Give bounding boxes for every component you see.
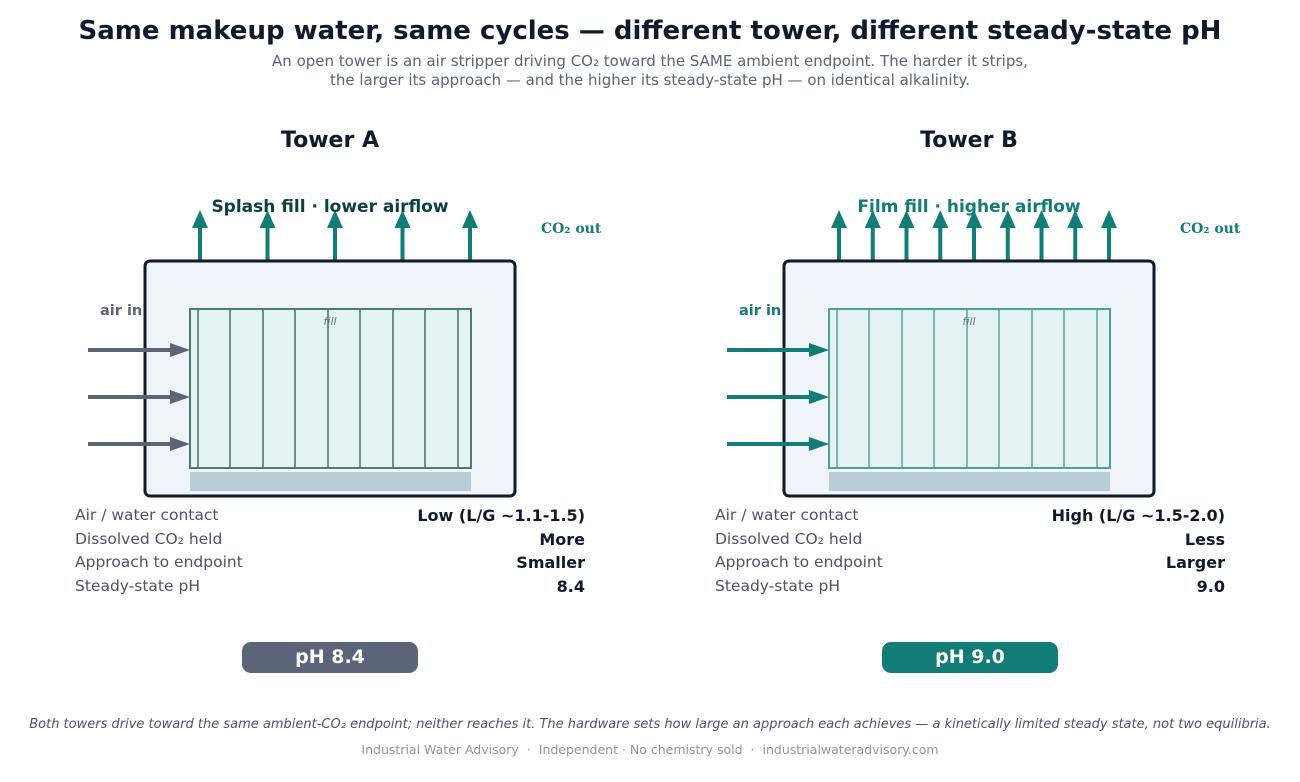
footer-site[interactable]: industrialwateradvisory.com xyxy=(762,742,939,757)
page-title: Same makeup water, same cycles — differe… xyxy=(78,16,1222,46)
stat-value: Smaller xyxy=(516,553,585,572)
stat-value: Larger xyxy=(1165,553,1225,572)
air-in-label: air in xyxy=(739,303,781,319)
stat-label: Dissolved CO₂ held xyxy=(75,529,223,548)
stat-row: Dissolved CO₂ held More xyxy=(75,530,585,554)
co2-out-arrow-head xyxy=(1067,210,1084,228)
co2-out-arrow-head xyxy=(259,210,276,228)
stat-row: Air / water contact High (L/G ~1.5-2.0) xyxy=(715,506,1225,530)
air-in-arrows xyxy=(727,343,829,451)
footer-org: Industrial Water Advisory xyxy=(361,742,519,757)
co2-out-arrow-head xyxy=(462,210,478,228)
tower-b-ph-badge: pH 9.0 xyxy=(882,642,1058,673)
tower-a-ph-badge: pH 8.4 xyxy=(242,642,418,673)
co2-out-arrows xyxy=(192,210,478,260)
co2-out-arrow-head xyxy=(394,210,411,228)
stat-row: Dissolved CO₂ held Less xyxy=(715,530,1225,554)
stat-value: High (L/G ~1.5-2.0) xyxy=(1051,506,1225,525)
tower-b-diagram: Film fill · higher airflow CO₂ out fill … xyxy=(727,197,1241,498)
stat-label: Air / water contact xyxy=(715,506,859,524)
air-in-arrows xyxy=(88,343,190,451)
stat-label: Approach to endpoint xyxy=(75,553,243,571)
stat-value: Low (L/G ~1.1-1.5) xyxy=(417,506,585,525)
co2-out-arrow-head xyxy=(966,210,982,228)
co2-out-arrow-head xyxy=(192,210,208,228)
stat-row: Air / water contact Low (L/G ~1.1-1.5) xyxy=(75,506,585,530)
stat-value: 9.0 xyxy=(1196,576,1225,596)
cold-water-basin xyxy=(190,472,471,491)
stat-row: Steady-state pH 9.0 xyxy=(715,577,1225,601)
tower-a-heading: Tower A xyxy=(281,128,379,153)
co2-out-arrow-head xyxy=(1033,210,1050,228)
cold-water-basin xyxy=(829,472,1110,491)
co2-out-arrows xyxy=(831,210,1117,260)
co2-out-arrow-head xyxy=(1101,210,1117,228)
co2-out-arrow-head xyxy=(932,210,949,228)
stat-label: Dissolved CO₂ held xyxy=(715,529,863,548)
page-subtitle: An open tower is an air stripper driving… xyxy=(0,52,1300,90)
stat-label: Approach to endpoint xyxy=(715,553,883,571)
stat-label: Steady-state pH xyxy=(75,576,200,595)
co2-out-label: CO₂ out xyxy=(1180,221,1241,237)
fill-label: fill xyxy=(323,315,336,328)
footer-tagline: Independent · No chemistry sold xyxy=(538,742,743,757)
stat-row: Steady-state pH 8.4 xyxy=(75,577,585,601)
stat-label: Air / water contact xyxy=(75,506,219,524)
footnote: Both towers drive toward the same ambien… xyxy=(29,717,1271,732)
tower-a-stats: Air / water contact Low (L/G ~1.1-1.5) D… xyxy=(75,506,585,600)
stat-value: More xyxy=(539,529,585,549)
stat-value: 8.4 xyxy=(556,576,585,596)
co2-out-arrow-head xyxy=(898,210,915,228)
fill-media xyxy=(828,308,1111,469)
stat-row: Approach to endpoint Larger xyxy=(715,553,1225,577)
subtitle-line-1: An open tower is an air stripper driving… xyxy=(272,52,1028,70)
fill-caption: Film fill · higher airflow xyxy=(857,197,1080,217)
fill-sheets xyxy=(836,310,1098,467)
fill-media xyxy=(189,308,472,469)
tower-b-stats: Air / water contact High (L/G ~1.5-2.0) … xyxy=(715,506,1225,600)
subtitle-line-2: the larger its approach — and the higher… xyxy=(329,71,970,89)
air-in-label: air in xyxy=(100,303,142,319)
co2-out-arrow-head xyxy=(999,210,1016,228)
stat-label: Steady-state pH xyxy=(715,576,840,595)
stat-row: Approach to endpoint Smaller xyxy=(75,553,585,577)
footer: Industrial Water Advisory · Independent · … xyxy=(361,742,939,757)
tower-b-heading: Tower B xyxy=(920,128,1018,153)
co2-out-arrow-head xyxy=(864,210,881,228)
fill-label: fill xyxy=(962,315,975,328)
fill-caption: Splash fill · lower airflow xyxy=(211,197,448,217)
tower-a-diagram: Splash fill · lower airflow CO₂ out fill… xyxy=(88,197,602,498)
stat-value: Less xyxy=(1184,529,1225,549)
fill-sheets xyxy=(197,310,459,467)
co2-out-arrow-head xyxy=(327,210,343,228)
co2-out-label: CO₂ out xyxy=(541,221,602,237)
co2-out-arrow-head xyxy=(831,210,847,228)
